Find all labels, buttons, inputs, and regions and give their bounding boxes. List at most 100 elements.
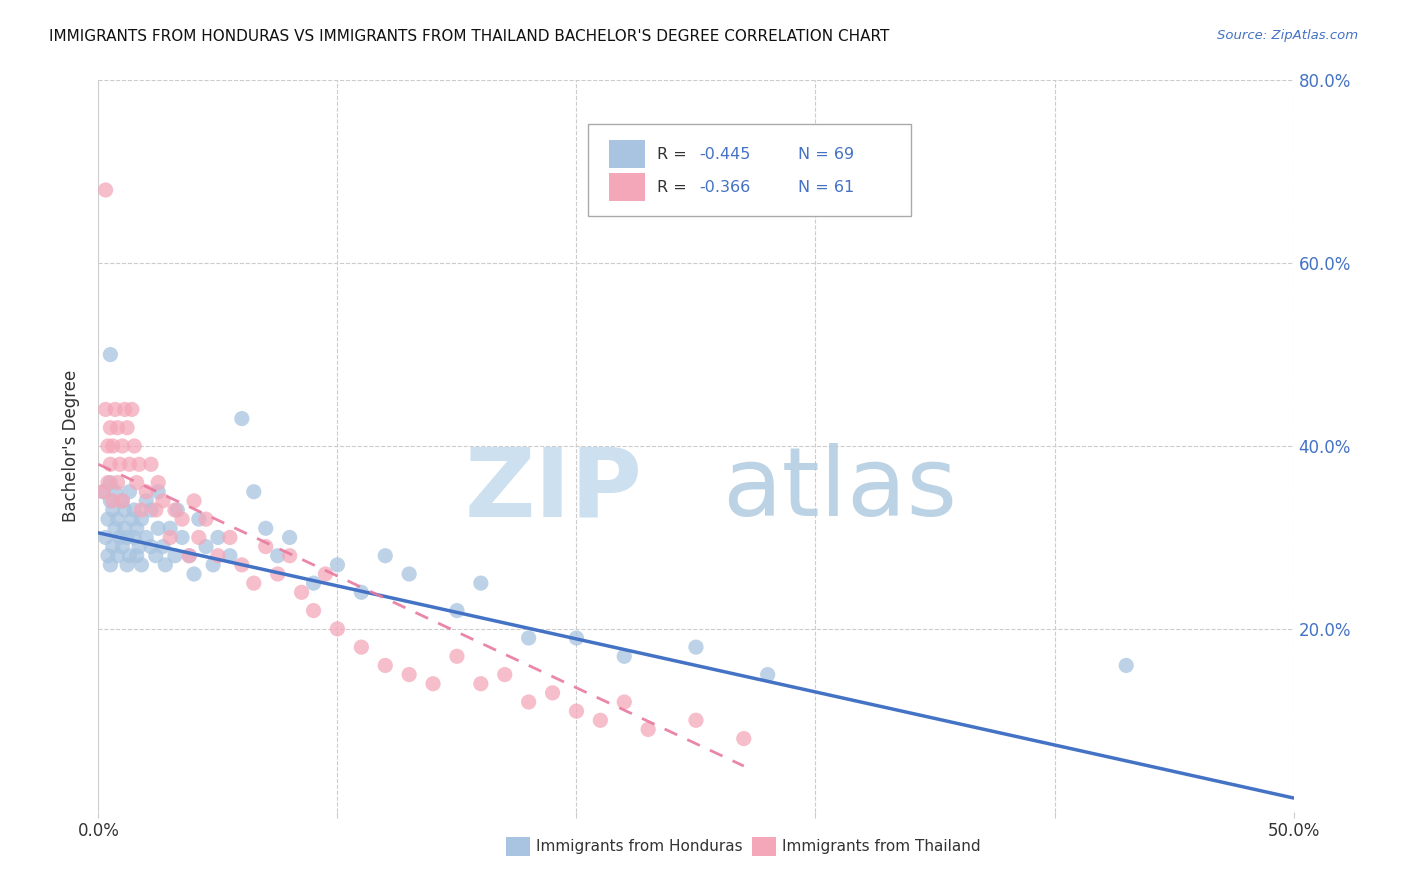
Point	[108, 530, 131, 544]
Point	[114, 402, 136, 417]
Point	[685, 640, 707, 655]
Point	[128, 540, 150, 554]
Point	[613, 649, 636, 664]
Point	[101, 540, 124, 554]
Point	[398, 567, 420, 582]
Point	[148, 484, 170, 499]
Point	[118, 457, 141, 471]
Text: IMMIGRANTS FROM HONDURAS VS IMMIGRANTS FROM THAILAND BACHELOR'S DEGREE CORRELATI: IMMIGRANTS FROM HONDURAS VS IMMIGRANTS F…	[49, 29, 890, 44]
Point	[267, 567, 290, 582]
Point	[446, 603, 468, 617]
Point	[187, 512, 209, 526]
Point	[101, 439, 124, 453]
Point	[159, 521, 181, 535]
Point	[91, 484, 114, 499]
Point	[118, 549, 141, 563]
Point	[183, 494, 205, 508]
Bar	[609, 173, 644, 201]
Point	[207, 549, 229, 563]
Bar	[609, 140, 644, 168]
Point	[152, 494, 174, 508]
Point	[494, 667, 516, 681]
Point	[172, 512, 194, 526]
Point	[148, 521, 170, 535]
Point	[107, 549, 129, 563]
Point	[98, 457, 122, 471]
Point	[107, 512, 129, 526]
Text: N = 61: N = 61	[797, 180, 853, 195]
Point	[94, 402, 117, 417]
Point	[135, 530, 157, 544]
Text: N = 69: N = 69	[797, 146, 853, 161]
Point	[243, 576, 266, 591]
Point	[124, 439, 146, 453]
Point	[114, 521, 136, 535]
Point	[254, 521, 277, 535]
Point	[326, 558, 349, 572]
Point	[111, 439, 134, 453]
Point	[195, 540, 218, 554]
Point	[121, 512, 143, 526]
Point	[97, 439, 120, 453]
Text: Source: ZipAtlas.com: Source: ZipAtlas.com	[1218, 29, 1358, 42]
Point	[166, 503, 188, 517]
Point	[125, 521, 148, 535]
Point	[517, 695, 540, 709]
Point	[148, 475, 170, 490]
Point	[350, 640, 373, 655]
Text: R =: R =	[657, 146, 692, 161]
Point	[125, 475, 148, 490]
Point	[637, 723, 659, 737]
Point	[350, 585, 373, 599]
Point	[219, 549, 242, 563]
Point	[179, 549, 201, 563]
Point	[114, 503, 136, 517]
Point	[541, 686, 564, 700]
Point	[94, 183, 117, 197]
Point	[145, 549, 167, 563]
Point	[291, 585, 314, 599]
Text: Immigrants from Thailand: Immigrants from Thailand	[782, 839, 980, 854]
Point	[101, 494, 124, 508]
Point	[115, 421, 138, 435]
Point	[565, 704, 588, 718]
Point	[733, 731, 755, 746]
Text: R =: R =	[657, 180, 692, 195]
Point	[108, 457, 131, 471]
Point	[159, 530, 181, 544]
Point	[98, 347, 122, 362]
Point	[98, 494, 122, 508]
Point	[131, 558, 153, 572]
Point	[187, 530, 209, 544]
Text: -0.445: -0.445	[700, 146, 751, 161]
Point	[374, 549, 396, 563]
Point	[111, 540, 134, 554]
Point	[195, 512, 218, 526]
Point	[243, 484, 266, 499]
Point	[104, 484, 127, 499]
Point	[172, 530, 194, 544]
Point	[589, 714, 612, 728]
Point	[131, 503, 153, 517]
Point	[121, 402, 143, 417]
Point	[111, 494, 134, 508]
Point	[124, 530, 146, 544]
Point	[91, 484, 114, 499]
Point	[207, 530, 229, 544]
Point	[107, 421, 129, 435]
Point	[118, 484, 141, 499]
Point	[163, 549, 186, 563]
Point	[135, 484, 157, 499]
Point	[131, 512, 153, 526]
Point	[326, 622, 349, 636]
Point	[98, 558, 122, 572]
Point	[115, 530, 138, 544]
Point	[422, 676, 444, 690]
Point	[145, 503, 167, 517]
Point	[315, 567, 337, 582]
Point	[302, 603, 325, 617]
Point	[163, 503, 186, 517]
Point	[685, 714, 707, 728]
Point	[97, 512, 120, 526]
Point	[139, 457, 162, 471]
